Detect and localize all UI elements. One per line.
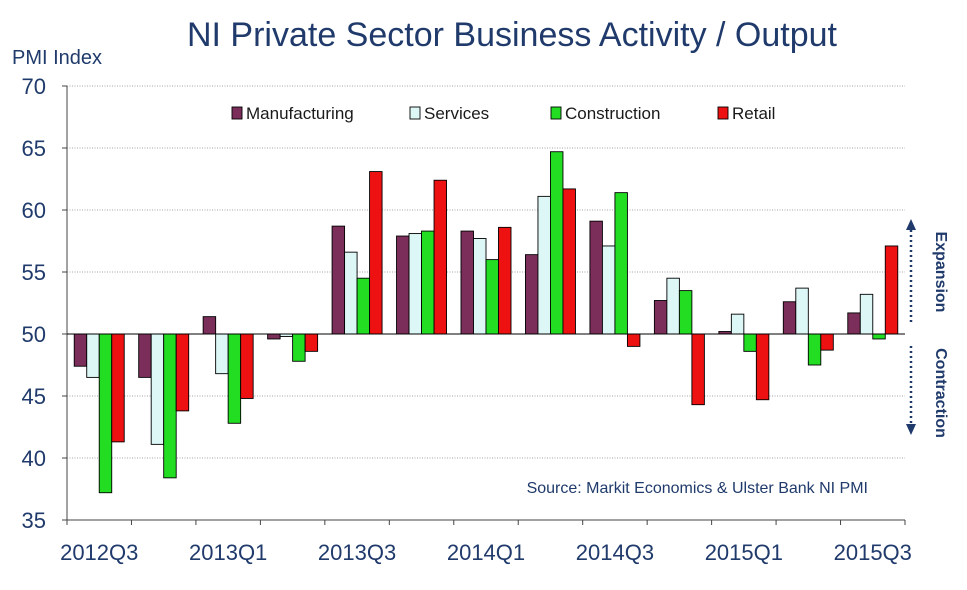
y-tick-label: 70 xyxy=(22,74,46,99)
bar-manufacturing-2014q3 xyxy=(589,220,603,335)
bar-manufacturing-2013q4 xyxy=(396,235,410,335)
expansion-label: Expansion xyxy=(932,232,949,313)
legend-label-manufacturing: Manufacturing xyxy=(246,104,354,123)
bar-manufacturing-2014q2 xyxy=(525,254,539,335)
bar-retail-2015q1 xyxy=(755,333,770,401)
contraction-label: Contraction xyxy=(932,348,949,438)
bars xyxy=(73,151,899,494)
bar-retail-2014q4 xyxy=(691,333,705,406)
bar-services-2012q4 xyxy=(150,333,165,445)
y-tick-label: 35 xyxy=(22,508,46,533)
expansion-arrow-icon xyxy=(906,219,916,230)
bar-services-2015q2 xyxy=(795,287,809,335)
expansion-contraction-indicator: Expansion Contraction xyxy=(906,219,949,438)
bar-construction-2012q3 xyxy=(98,333,113,494)
bar-construction-2013q3 xyxy=(356,277,371,335)
legend-label-retail: Retail xyxy=(732,104,775,123)
bar-manufacturing-2014q1 xyxy=(460,230,474,335)
legend-swatch-services xyxy=(409,106,421,120)
legend-swatch-construction xyxy=(550,106,562,120)
y-tick-label: 65 xyxy=(22,136,46,161)
bar-retail-2012q3 xyxy=(111,333,125,443)
legend: Manufacturing Services Construction Retail xyxy=(231,104,775,123)
bar-services-2014q2 xyxy=(537,195,551,335)
bar-construction-2013q1 xyxy=(227,333,242,424)
y-tick-label: 60 xyxy=(22,198,46,223)
bar-construction-2012q4 xyxy=(163,333,177,479)
tick-labels: 35 40 45 50 55 60 65 70 2012Q3 2013Q1 2013Q3 2014Q1… xyxy=(22,74,912,565)
bar-construction-2015q1 xyxy=(743,333,757,352)
y-tick-label: 50 xyxy=(22,322,46,347)
x-tick-label: 2015Q3 xyxy=(834,540,912,565)
bar-retail-2013q2 xyxy=(304,333,319,352)
contraction-arrow-icon xyxy=(906,424,916,435)
bar-construction-2014q4 xyxy=(678,290,693,335)
bar-construction-2014q3 xyxy=(614,192,628,335)
bar-retail-2015q2 xyxy=(820,333,834,351)
bar-manufacturing-2012q4 xyxy=(138,333,152,378)
legend-label-services: Services xyxy=(424,104,489,123)
bar-services-2013q1 xyxy=(215,333,229,375)
bar-manufacturing-2015q3 xyxy=(847,312,861,335)
bar-services-2012q3 xyxy=(86,333,100,378)
y-tick-label: 45 xyxy=(22,384,46,409)
y-tick-label: 55 xyxy=(22,260,46,285)
bar-retail-2013q4 xyxy=(433,179,447,335)
axes xyxy=(62,85,906,525)
bar-manufacturing-2013q3 xyxy=(331,225,346,335)
bar-manufacturing-2012q3 xyxy=(73,333,88,367)
bar-retail-2015q3 xyxy=(884,245,899,335)
bar-manufacturing-2013q2 xyxy=(267,333,281,340)
x-tick-label: 2014Q3 xyxy=(576,540,654,565)
bar-services-2014q1 xyxy=(473,238,487,335)
bar-services-2013q3 xyxy=(344,251,358,335)
x-tick-label: 2013Q1 xyxy=(189,540,267,565)
bar-construction-2013q4 xyxy=(421,230,435,335)
x-tick-label: 2012Q3 xyxy=(60,540,138,565)
y-axis-label: PMI Index xyxy=(12,47,102,69)
bar-retail-2013q1 xyxy=(240,333,254,399)
chart-title: NI Private Sector Business Activity / Ou… xyxy=(187,16,838,54)
bar-retail-2013q3 xyxy=(369,171,383,335)
x-tick-label: 2014Q1 xyxy=(447,540,525,565)
bar-retail-2014q2 xyxy=(562,188,576,335)
bar-services-2015q1 xyxy=(730,313,745,335)
bar-retail-2014q3 xyxy=(626,333,641,347)
x-tick-label: 2013Q3 xyxy=(318,540,396,565)
bar-construction-2015q3 xyxy=(872,333,886,340)
bar-manufacturing-2014q4 xyxy=(653,300,668,335)
bar-construction-2013q2 xyxy=(292,333,306,362)
bar-services-2014q3 xyxy=(601,245,616,335)
bar-services-2015q3 xyxy=(859,293,874,335)
bar-services-2013q4 xyxy=(408,233,422,335)
source-annotation: Source: Markit Economics & Ulster Bank N… xyxy=(527,480,868,497)
bar-construction-2014q1 xyxy=(485,259,499,335)
legend-swatch-manufacturing xyxy=(231,106,243,120)
legend-swatch-retail xyxy=(717,106,729,120)
bar-construction-2014q2 xyxy=(550,151,564,335)
bar-services-2014q4 xyxy=(666,277,680,335)
x-tick-label: 2015Q1 xyxy=(705,540,783,565)
bar-retail-2012q4 xyxy=(175,333,190,412)
bar-manufacturing-2015q2 xyxy=(782,301,797,335)
bar-retail-2014q1 xyxy=(498,226,512,335)
bar-construction-2015q2 xyxy=(807,333,822,366)
legend-label-construction: Construction xyxy=(565,104,660,123)
bar-manufacturing-2013q1 xyxy=(202,316,217,335)
y-tick-label: 40 xyxy=(22,446,46,471)
